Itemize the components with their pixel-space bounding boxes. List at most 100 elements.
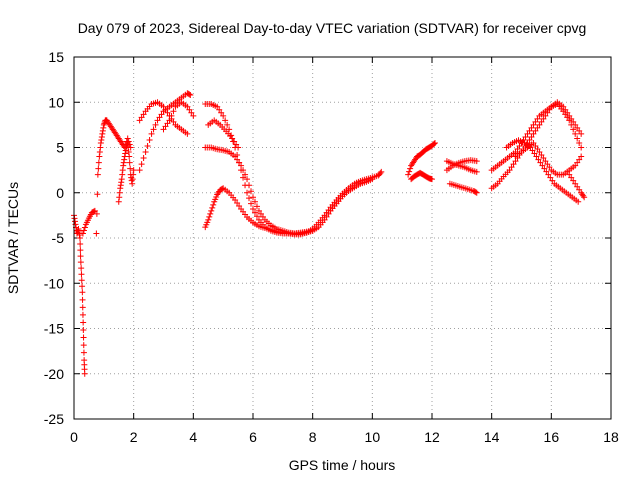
- tick-labels: 0 2 4 6 8 10 12 14 16 18 15 10 5 0 -5 -10 -15 -20 -25: [44, 49, 619, 445]
- data-point: [242, 171, 249, 178]
- data-point: [576, 156, 583, 163]
- data-point: [536, 121, 543, 128]
- data-point: [578, 130, 585, 137]
- series-arc-main-dip-4: [205, 117, 242, 151]
- y-tick-label: 15: [48, 49, 64, 65]
- data-point: [77, 253, 84, 260]
- series-arc-midday-2: [408, 169, 435, 183]
- data-point: [246, 182, 253, 189]
- y-axis-label: SDTVAR / TECUs: [5, 182, 21, 294]
- data-point: [91, 207, 98, 214]
- y-tick-label: -25: [44, 411, 64, 427]
- data-point: [405, 171, 412, 178]
- chart-title: Day 079 of 2023, Sidereal Day-to-day VTE…: [78, 20, 587, 36]
- data-point: [472, 189, 479, 196]
- data-point: [575, 198, 582, 205]
- data-marks: [71, 90, 588, 377]
- data-point: [532, 142, 539, 149]
- data-point: [514, 146, 521, 153]
- data-point: [79, 289, 86, 296]
- data-point: [534, 124, 541, 131]
- data-point: [538, 118, 545, 125]
- data-point: [235, 144, 242, 151]
- data-point: [526, 136, 533, 143]
- series-arc-morning-3: [160, 99, 197, 133]
- x-axis-label: GPS time / hours: [289, 457, 396, 473]
- data-point: [473, 168, 480, 175]
- x-tick-label: 6: [249, 429, 257, 445]
- data-point: [190, 112, 197, 119]
- x-tick-label: 4: [189, 429, 197, 445]
- x-tick-label: 10: [365, 429, 381, 445]
- x-tick-label: 2: [130, 429, 138, 445]
- data-point: [574, 159, 581, 166]
- data-point: [532, 118, 539, 125]
- data-point: [576, 127, 583, 134]
- x-tick-label: 0: [70, 429, 78, 445]
- data-point: [80, 349, 87, 356]
- series-arc-afternoon-3: [503, 137, 582, 205]
- series-arc-midday-1: [405, 139, 438, 178]
- data-point: [208, 207, 215, 214]
- data-point: [532, 127, 539, 134]
- data-point: [233, 141, 240, 148]
- data-point: [508, 164, 515, 171]
- data-point: [570, 177, 577, 184]
- data-point: [253, 213, 260, 220]
- data-point: [78, 271, 85, 278]
- x-tick-label: 16: [544, 429, 560, 445]
- data-point: [79, 304, 86, 311]
- data-point: [522, 133, 529, 140]
- data-point: [325, 210, 332, 217]
- data-point: [574, 183, 581, 190]
- data-point: [407, 165, 414, 172]
- y-tick-label: -5: [52, 230, 65, 246]
- y-tick-label: -20: [44, 366, 64, 382]
- data-point: [236, 203, 243, 210]
- data-point: [581, 194, 588, 201]
- data-point: [542, 158, 549, 165]
- data-point: [534, 146, 541, 153]
- data-point: [240, 174, 247, 181]
- data-point: [244, 176, 251, 183]
- data-point: [566, 171, 573, 178]
- data-point: [130, 167, 137, 174]
- data-point: [152, 121, 159, 128]
- data-point: [160, 126, 167, 133]
- y-tick-label: 5: [56, 140, 64, 156]
- data-point: [80, 327, 87, 334]
- data-point: [234, 200, 241, 207]
- data-point: [321, 216, 328, 223]
- data-point: [238, 162, 245, 169]
- series-arc-early-2: [79, 207, 98, 237]
- data-point: [473, 158, 480, 165]
- data-point: [162, 123, 169, 130]
- data-point: [534, 115, 541, 122]
- data-point: [80, 319, 87, 326]
- series-arc-midday-4: [446, 180, 480, 196]
- data-point: [530, 121, 537, 128]
- data-point: [224, 121, 231, 128]
- data-point: [510, 161, 517, 168]
- data-point: [378, 168, 385, 175]
- series-arc-main-dip-3: [202, 185, 316, 237]
- data-point: [148, 130, 155, 137]
- data-point: [323, 213, 330, 220]
- data-point: [184, 130, 191, 137]
- data-point: [236, 159, 243, 166]
- data-point: [528, 124, 535, 131]
- data-point: [549, 177, 556, 184]
- data-point: [250, 206, 256, 213]
- data-point: [539, 162, 546, 169]
- series-arc-morning-2: [136, 99, 191, 137]
- data-point: [570, 118, 577, 125]
- data-point: [576, 139, 583, 146]
- data-point: [234, 156, 241, 163]
- data-point: [205, 216, 212, 223]
- data-point: [545, 171, 552, 178]
- series-arc-early-spike: [71, 212, 88, 377]
- data-point: [140, 155, 147, 162]
- data-point: [140, 111, 147, 118]
- data-point: [219, 185, 226, 192]
- data-point: [572, 130, 579, 137]
